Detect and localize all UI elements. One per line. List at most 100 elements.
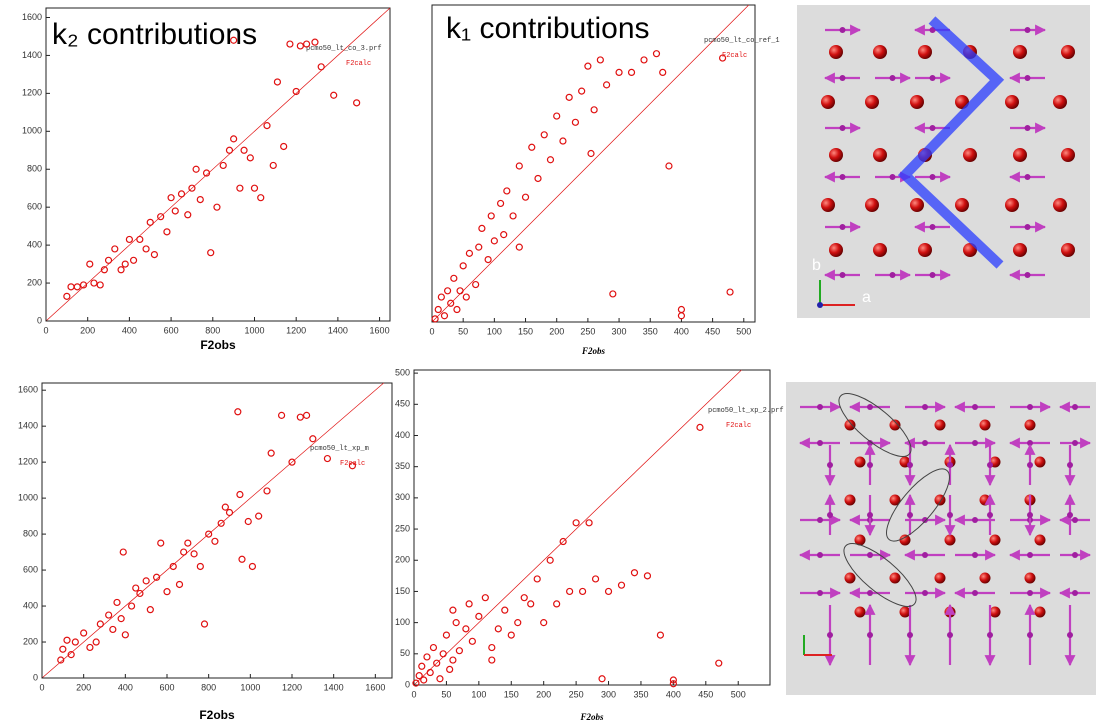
data-point — [541, 620, 547, 626]
file-annotation: pcmo50_lt_co_3.prf — [306, 45, 382, 53]
data-point — [456, 648, 462, 654]
data-point — [573, 520, 579, 526]
spin-site — [922, 440, 928, 446]
data-point — [279, 412, 285, 418]
data-point — [151, 252, 157, 258]
data-point — [463, 626, 469, 632]
spin-site — [922, 404, 928, 410]
y-tick-label: 400 — [27, 239, 42, 249]
data-point — [421, 677, 427, 683]
data-point — [74, 284, 80, 290]
data-point — [331, 92, 337, 98]
legend-label: F2calc — [726, 422, 751, 430]
data-point — [457, 288, 463, 294]
data-point — [81, 630, 87, 636]
data-point — [619, 582, 625, 588]
spin-site — [972, 404, 978, 410]
atom — [980, 573, 991, 584]
data-point — [716, 660, 722, 666]
atom — [955, 198, 969, 212]
data-point — [179, 191, 185, 197]
atom — [1005, 95, 1019, 109]
axis-origin — [817, 302, 823, 308]
data-point — [120, 549, 126, 555]
y-tick-label: 1000 — [18, 492, 38, 502]
data-point — [523, 194, 529, 200]
data-point — [508, 632, 514, 638]
spin-site — [1027, 512, 1033, 518]
data-point — [191, 551, 197, 557]
data-point — [354, 100, 360, 106]
x-tick-label: 400 — [122, 325, 137, 335]
data-point — [114, 599, 120, 605]
x-tick-label: 1000 — [244, 325, 264, 335]
y-tick-label: 800 — [27, 164, 42, 174]
data-point — [443, 632, 449, 638]
data-point — [580, 588, 586, 594]
y-tick-label: 1400 — [18, 421, 38, 431]
atom — [829, 243, 843, 257]
spin-site — [1027, 590, 1033, 596]
data-point — [427, 670, 433, 676]
atom — [900, 535, 911, 546]
spin-site — [867, 512, 873, 518]
atom — [1061, 243, 1075, 257]
data-point — [268, 450, 274, 456]
data-point — [202, 621, 208, 627]
y-tick-label: 450 — [395, 399, 410, 409]
data-point — [424, 654, 430, 660]
data-point — [256, 513, 262, 519]
y-tick-label: 400 — [23, 600, 38, 610]
spin-site — [1025, 75, 1031, 81]
spin-site — [890, 174, 896, 180]
data-point — [185, 540, 191, 546]
x-tick-label: 1400 — [324, 682, 344, 692]
data-point — [97, 621, 103, 627]
x-tick-label: 200 — [80, 325, 95, 335]
figure: b a 020040060080010001200140016000200400… — [0, 0, 1096, 726]
reference-line — [432, 5, 749, 322]
x-tick-label: 200 — [549, 326, 564, 336]
spin-site — [1025, 272, 1031, 278]
data-point — [147, 607, 153, 613]
data-point — [310, 436, 316, 442]
spin-site — [1025, 224, 1031, 230]
atom — [1035, 457, 1046, 468]
data-point — [106, 257, 112, 263]
data-point — [529, 144, 535, 150]
atom — [873, 148, 887, 162]
spin-site — [1027, 552, 1033, 558]
data-point — [212, 538, 218, 544]
data-point — [72, 639, 78, 645]
spin-site — [840, 174, 846, 180]
spin-site — [840, 27, 846, 33]
spin-site — [987, 512, 993, 518]
chart-title: k₂ contributions — [52, 18, 257, 51]
spin-site — [867, 462, 873, 468]
data-point — [97, 282, 103, 288]
spin-site — [930, 224, 936, 230]
atom — [1061, 45, 1075, 59]
data-point — [249, 563, 255, 569]
data-point — [231, 136, 237, 142]
atom — [910, 95, 924, 109]
data-point — [469, 638, 475, 644]
data-point — [657, 632, 663, 638]
atom — [873, 45, 887, 59]
spin-site — [867, 404, 873, 410]
x-tick-label: 100 — [487, 326, 502, 336]
x-tick-label: 400 — [118, 682, 133, 692]
atom — [821, 198, 835, 212]
data-point — [158, 540, 164, 546]
y-tick-label: 150 — [395, 586, 410, 596]
y-tick-label: 1200 — [22, 88, 42, 98]
x-axis-title: F2obs — [581, 346, 606, 356]
spin-site — [827, 632, 833, 638]
x-axis-title: F2obs — [200, 338, 236, 352]
data-point — [473, 282, 479, 288]
reference-line — [414, 370, 741, 685]
y-tick-label: 1600 — [18, 385, 38, 395]
data-point — [106, 612, 112, 618]
atom — [865, 95, 879, 109]
data-point — [208, 250, 214, 256]
